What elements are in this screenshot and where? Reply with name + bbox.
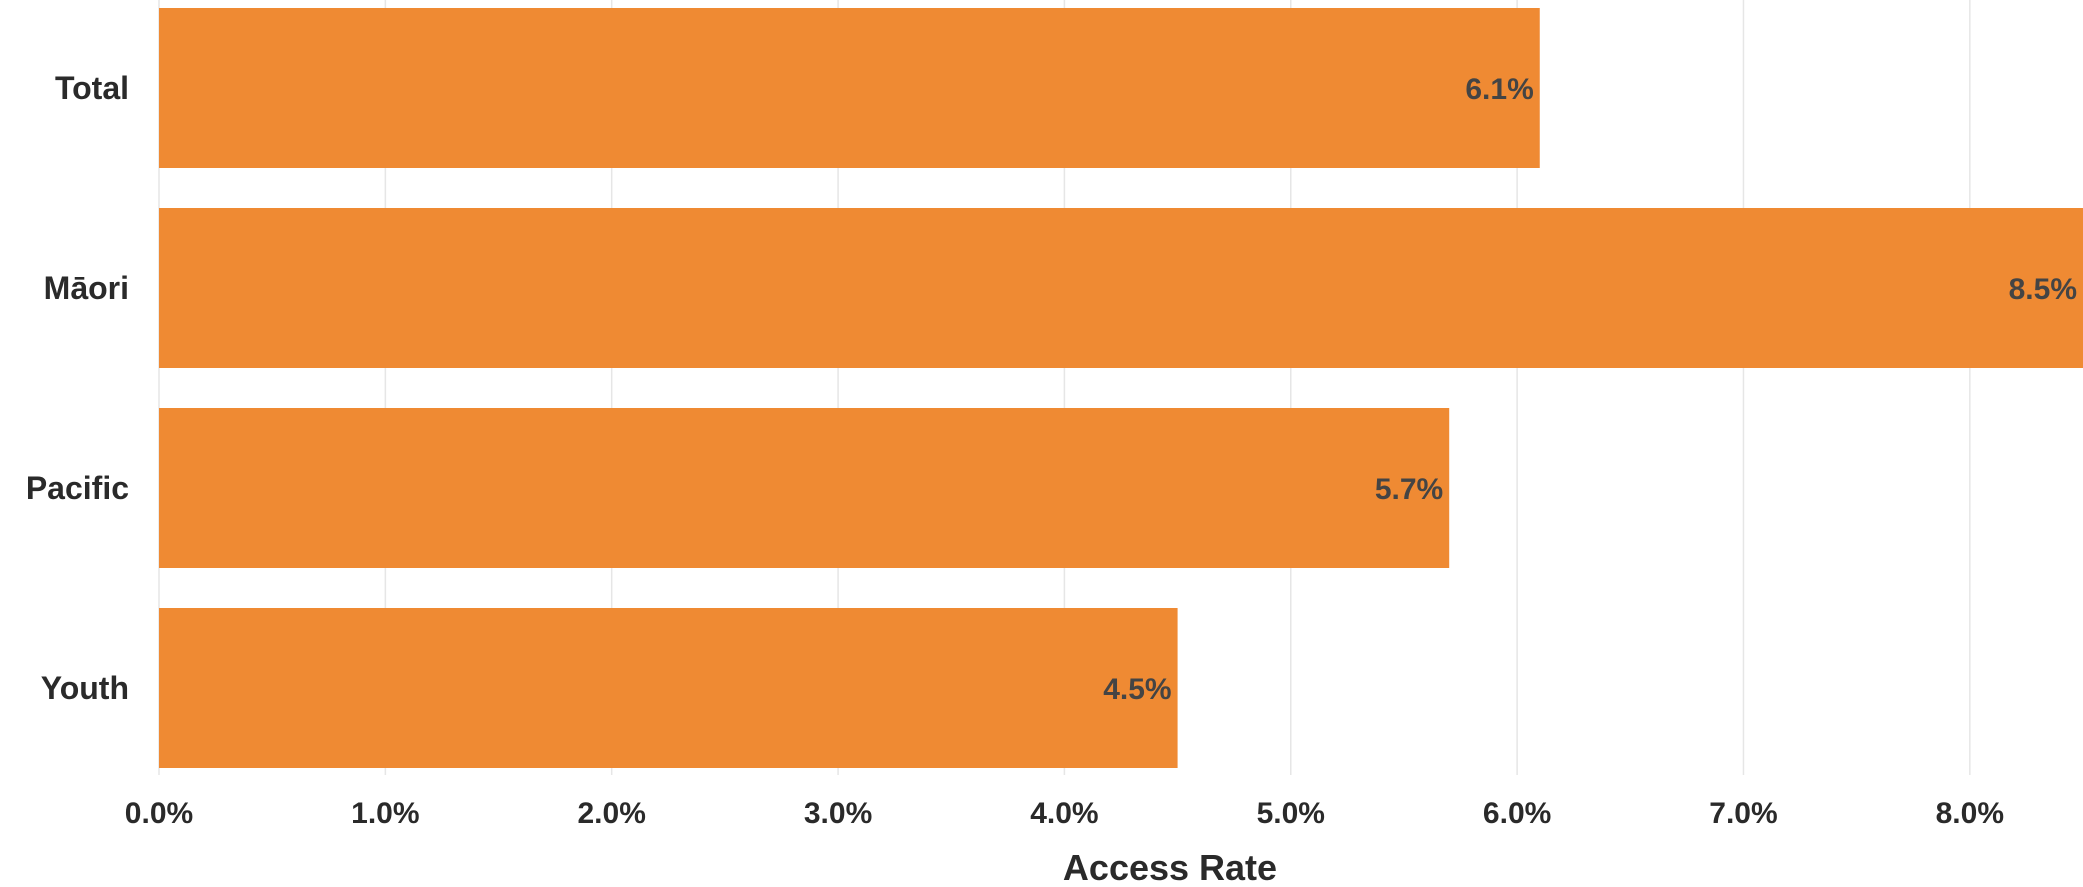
- x-tick-label: 6.0%: [1483, 797, 1551, 830]
- x-axis-title: Access Rate: [1063, 847, 1277, 887]
- bar: [159, 408, 1450, 568]
- category-labels: Total Māori Pacific Youth: [26, 70, 129, 706]
- x-tick-label: 0.0%: [125, 797, 193, 830]
- x-tick-label: 7.0%: [1709, 797, 1777, 830]
- x-tick-label: 2.0%: [578, 797, 646, 830]
- data-label: 8.5%: [2009, 273, 2077, 306]
- data-label: 4.5%: [1103, 673, 1171, 706]
- category-label: Māori: [44, 270, 129, 306]
- bar: [159, 608, 1178, 768]
- x-tick-label: 1.0%: [351, 797, 419, 830]
- category-label: Youth: [41, 670, 129, 706]
- x-tick-label: 8.0%: [1936, 797, 2004, 830]
- data-labels: 6.1% 8.5% 5.7% 4.5%: [1103, 73, 2077, 706]
- bars: [159, 8, 2083, 768]
- bar: [159, 8, 1540, 168]
- x-tick-label: 5.0%: [1257, 797, 1325, 830]
- data-label: 6.1%: [1465, 73, 1533, 106]
- x-axis-tick-labels: 0.0% 1.0% 2.0% 3.0% 4.0% 5.0% 6.0% 7.0% 8.0%: [125, 797, 2004, 830]
- data-label: 5.7%: [1375, 473, 1443, 506]
- category-label: Pacific: [26, 470, 129, 506]
- x-tick-label: 4.0%: [1030, 797, 1098, 830]
- category-label: Total: [55, 70, 129, 106]
- bar: [159, 208, 2083, 368]
- x-tick-label: 3.0%: [804, 797, 872, 830]
